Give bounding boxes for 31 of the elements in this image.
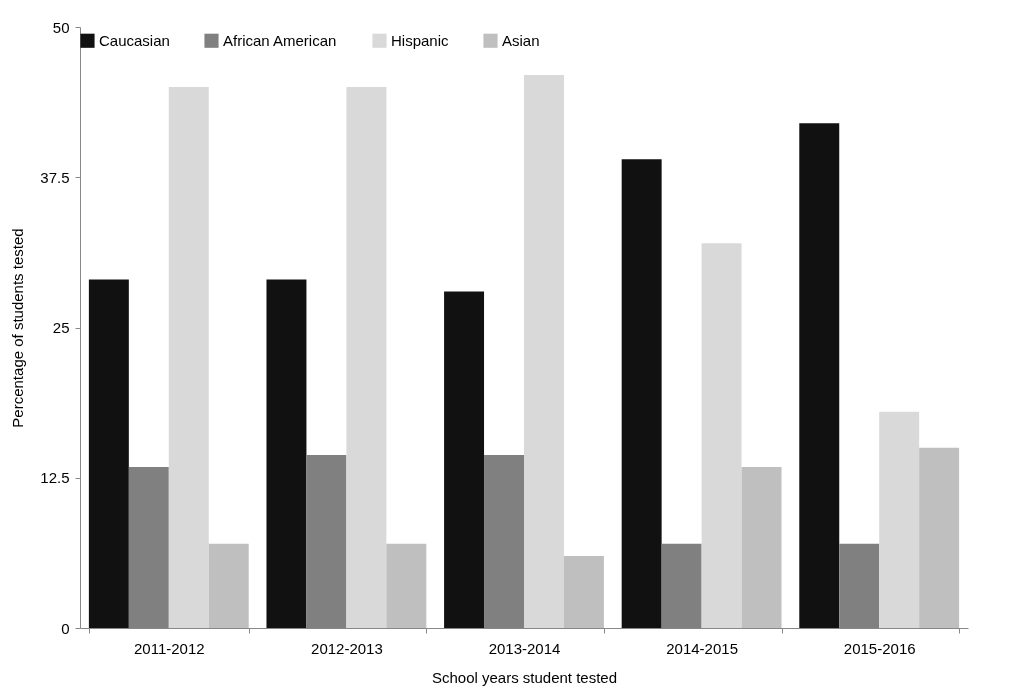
y-axis-title: Percentage of students tested <box>9 228 27 428</box>
y-tick-label: 50 <box>52 18 70 36</box>
bar <box>266 279 307 628</box>
y-tick-label: 37.5 <box>40 168 70 186</box>
bar <box>88 279 129 628</box>
bar <box>621 159 662 628</box>
legend-label: African American <box>223 31 337 49</box>
legend-label: Asian <box>502 31 540 49</box>
legend-label: Hispanic <box>391 31 450 49</box>
legend-label: Caucasian <box>99 31 170 49</box>
bar <box>799 123 840 628</box>
bar <box>701 243 742 628</box>
bar <box>879 411 920 628</box>
y-tick-label: 25 <box>52 319 70 336</box>
bar <box>386 543 427 628</box>
bar <box>524 75 564 628</box>
x-axis-title: School years student tested <box>431 668 618 686</box>
x-tick-label: 2014-2015 <box>666 639 738 657</box>
bar <box>346 87 387 628</box>
bar <box>444 291 485 628</box>
bar <box>208 543 249 628</box>
y-tick-label: 0 <box>61 619 70 637</box>
x-tick-label: 2011-2012 <box>133 639 205 657</box>
x-tick-label: 2015-2016 <box>843 639 916 657</box>
bar <box>919 447 960 628</box>
x-tick-label: 2012-2013 <box>311 639 383 657</box>
x-tick-label: 2013-2014 <box>488 639 561 657</box>
y-tick-label: 12.5 <box>40 469 70 487</box>
bar <box>563 555 604 628</box>
bar <box>741 466 782 628</box>
bar <box>168 87 209 628</box>
